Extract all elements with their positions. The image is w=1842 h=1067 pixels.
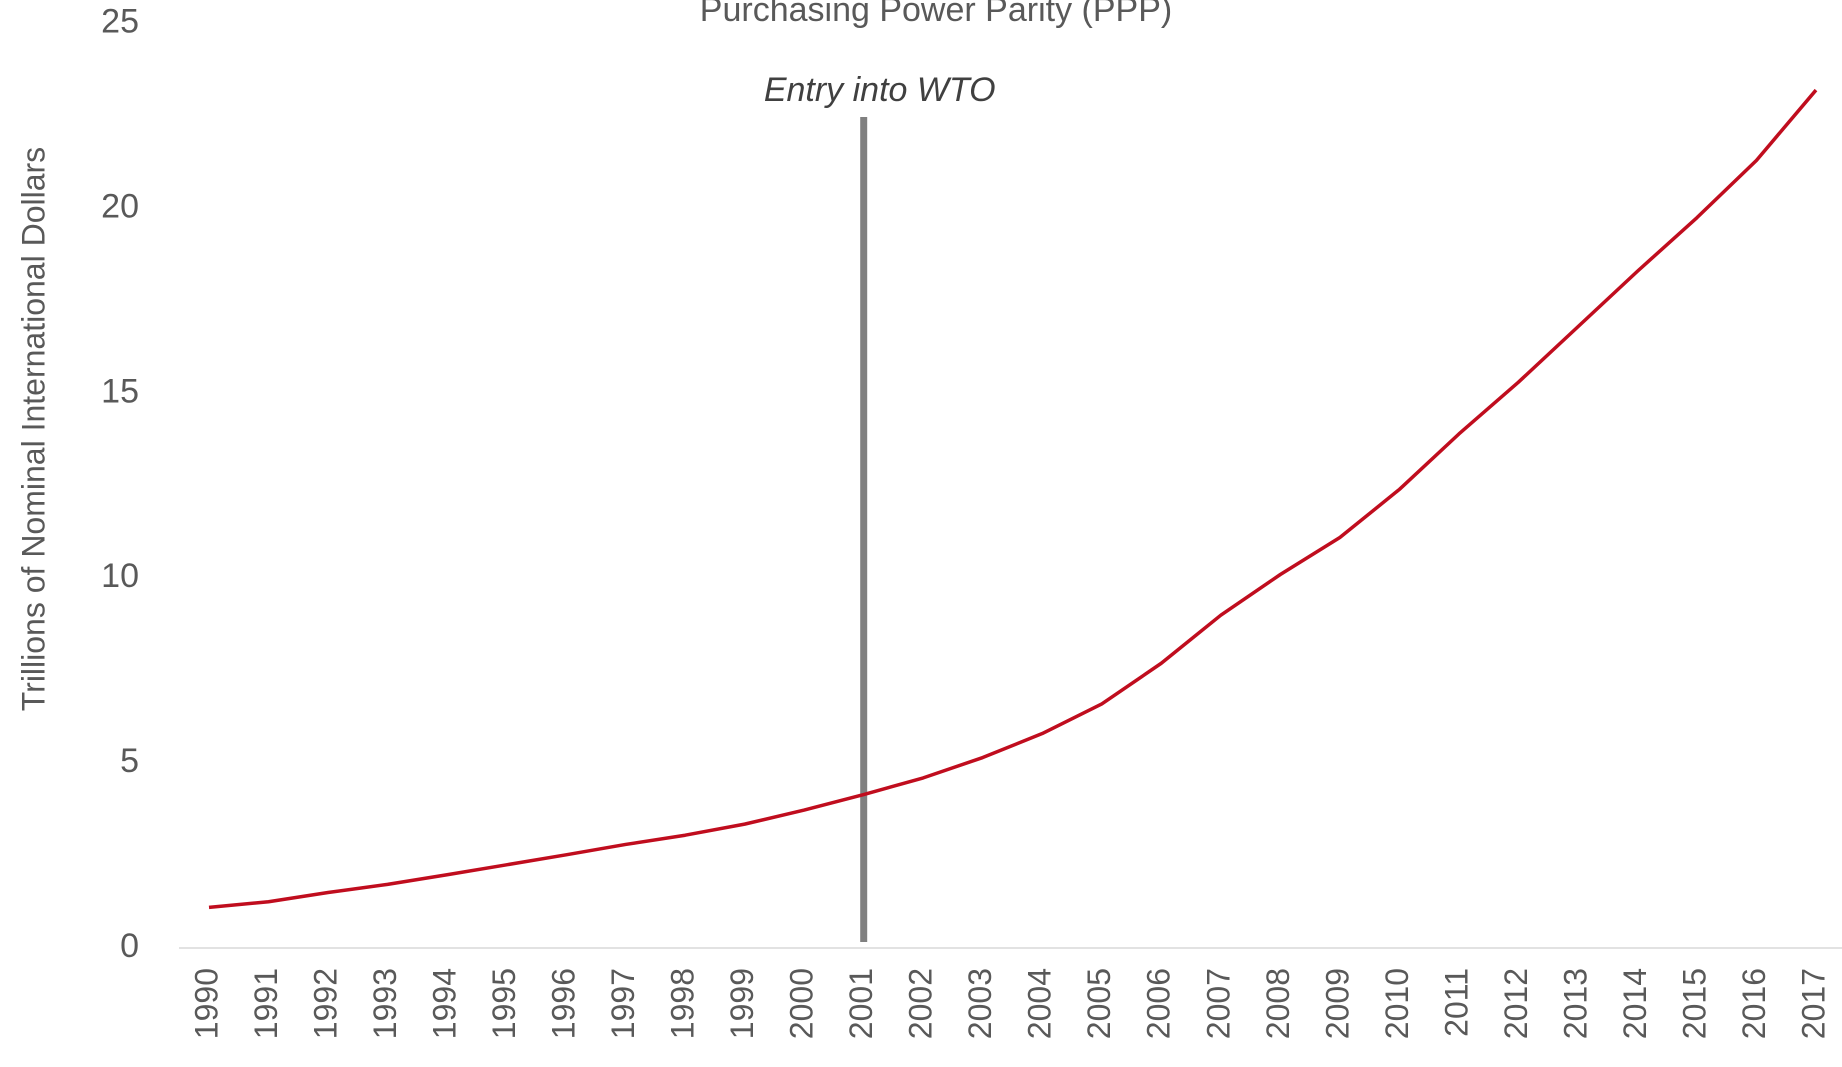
x-tick-label: 2012 [1498,968,1534,1039]
y-tick-label: 20 [101,187,139,225]
annotation-text: Entry into WTO [764,71,996,109]
x-tick-label: 2002 [903,968,939,1039]
x-tick-label: 2008 [1260,968,1296,1039]
chart-title: Purchasing Power Parity (PPP) [700,0,1172,29]
x-tick-label: 1996 [546,968,582,1039]
x-tick-label: 1992 [307,968,343,1039]
x-tick-label: 2010 [1379,968,1415,1039]
x-tick-label: 2001 [843,968,879,1039]
y-axis-label: Trillions of Nominal International Dolla… [15,147,51,711]
x-tick-label: 2015 [1676,968,1712,1039]
x-tick-label: 2004 [1022,968,1058,1039]
x-tick-label: 2003 [962,968,998,1039]
x-tick-label: 1999 [724,968,760,1039]
x-tick-label: 1994 [427,968,463,1039]
x-tick-label: 2016 [1736,968,1772,1039]
x-tick-label: 2011 [1438,968,1474,1037]
x-tick-label: 2006 [1141,968,1177,1039]
x-tick-label: 2017 [1795,968,1831,1039]
y-tick-label: 10 [101,557,139,595]
y-tick-label: 25 [101,2,139,40]
x-tick-label: 2000 [784,968,820,1039]
x-tick-label: 2007 [1200,968,1236,1039]
x-tick-label: 2005 [1081,968,1117,1039]
x-tick-label: 1993 [367,968,403,1039]
x-tick-label: 2014 [1617,968,1653,1039]
x-tick-label: 1995 [486,968,522,1039]
y-tick-label: 5 [120,742,139,780]
x-tick-label: 2013 [1557,968,1593,1039]
x-tick-label: 2009 [1319,968,1355,1039]
y-tick-label: 15 [101,372,139,410]
x-tick-label: 1990 [188,968,224,1039]
x-tick-label: 1998 [665,968,701,1039]
x-tick-label: 1991 [248,968,284,1039]
x-tick-label: 1997 [605,968,641,1039]
data-line [208,88,1818,910]
y-tick-label: 0 [120,927,139,965]
